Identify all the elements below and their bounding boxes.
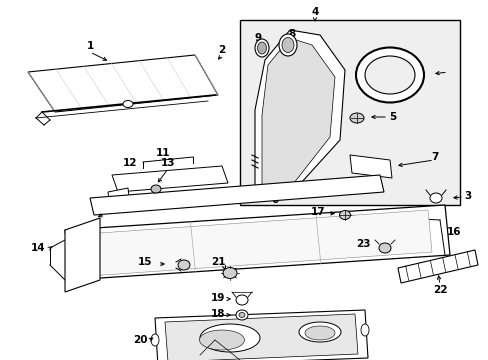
Ellipse shape [360, 324, 368, 336]
Ellipse shape [199, 330, 244, 350]
Text: 6: 6 [271, 195, 278, 205]
Polygon shape [65, 205, 449, 280]
Polygon shape [90, 175, 383, 215]
Polygon shape [397, 250, 477, 283]
Text: 23: 23 [355, 239, 369, 249]
Text: 10: 10 [406, 61, 420, 71]
Text: 16: 16 [446, 227, 461, 237]
Bar [240, 20, 459, 205]
Text: 9: 9 [254, 33, 261, 43]
Ellipse shape [178, 260, 190, 270]
Ellipse shape [123, 100, 133, 108]
Text: 1: 1 [86, 41, 93, 51]
Polygon shape [164, 314, 357, 360]
Ellipse shape [223, 267, 237, 279]
Text: 7: 7 [430, 152, 438, 162]
Ellipse shape [257, 42, 266, 54]
Polygon shape [112, 166, 227, 192]
Text: 8: 8 [288, 29, 295, 39]
Ellipse shape [429, 193, 441, 203]
Ellipse shape [364, 56, 414, 94]
Ellipse shape [339, 211, 350, 220]
Ellipse shape [254, 39, 268, 57]
Polygon shape [262, 38, 334, 188]
Polygon shape [349, 155, 391, 178]
Text: 18: 18 [210, 309, 225, 319]
Polygon shape [108, 188, 130, 209]
Polygon shape [254, 30, 345, 195]
Ellipse shape [378, 243, 390, 253]
Text: 22: 22 [432, 285, 447, 295]
Text: 15: 15 [138, 257, 152, 267]
Ellipse shape [236, 310, 247, 320]
Ellipse shape [298, 322, 340, 342]
Text: 20: 20 [132, 335, 147, 345]
Ellipse shape [239, 312, 244, 318]
Ellipse shape [349, 113, 363, 123]
Ellipse shape [200, 324, 260, 352]
Text: 17: 17 [310, 207, 325, 217]
Text: 4: 4 [311, 7, 318, 17]
Ellipse shape [355, 48, 423, 103]
Text: 2: 2 [218, 45, 225, 55]
Text: 13: 13 [161, 158, 175, 168]
Text: 14: 14 [31, 243, 45, 253]
Polygon shape [85, 210, 431, 276]
Ellipse shape [151, 185, 161, 193]
Text: 19: 19 [210, 293, 225, 303]
Polygon shape [28, 55, 218, 112]
Ellipse shape [279, 34, 296, 56]
Ellipse shape [236, 295, 247, 305]
Text: 3: 3 [464, 191, 470, 201]
Text: 12: 12 [122, 158, 137, 168]
Text: 21: 21 [210, 257, 225, 267]
Ellipse shape [151, 334, 159, 346]
Text: 11: 11 [156, 148, 170, 158]
Ellipse shape [305, 326, 334, 340]
Text: 5: 5 [388, 112, 396, 122]
Ellipse shape [282, 37, 293, 53]
Polygon shape [155, 310, 367, 360]
Polygon shape [65, 218, 100, 292]
